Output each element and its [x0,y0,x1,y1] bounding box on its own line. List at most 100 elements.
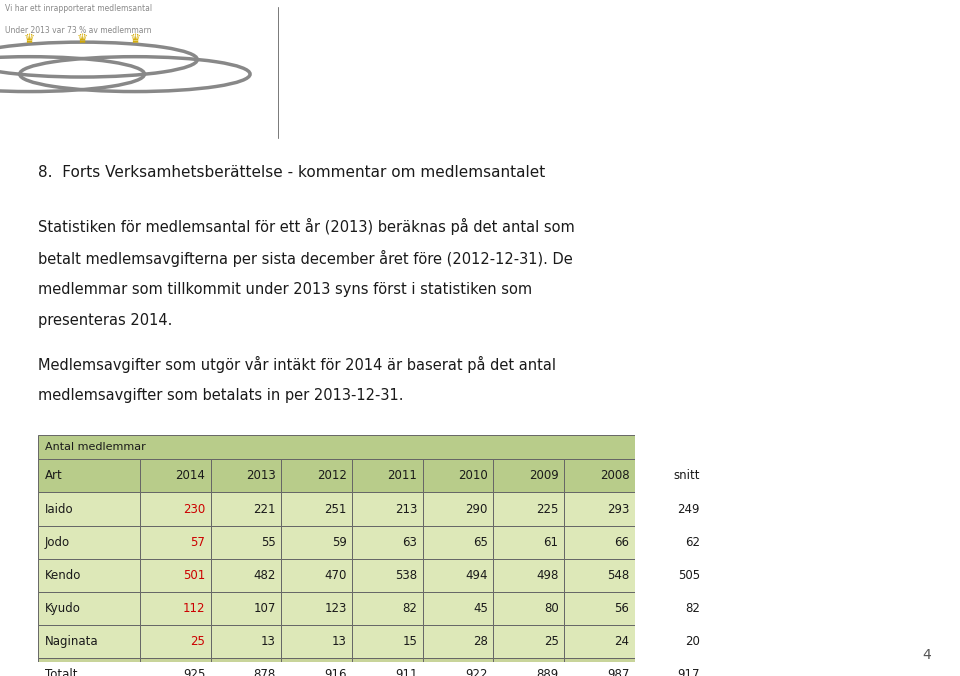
Bar [38,435,635,459]
Bar [38,658,140,676]
Text: 107: 107 [253,602,276,615]
Bar [281,625,352,658]
Bar [564,559,635,592]
Text: 61: 61 [543,535,559,549]
Text: 123: 123 [324,602,347,615]
Bar [635,435,706,459]
Text: 889: 889 [537,669,559,676]
Text: 25: 25 [543,635,559,648]
Bar [140,492,210,526]
Text: 290: 290 [466,502,488,516]
Bar [352,658,422,676]
Bar [493,625,564,658]
Text: 2009: 2009 [529,469,559,483]
Bar [635,625,706,658]
Text: 225: 225 [537,502,559,516]
Bar [352,559,422,592]
Bar [210,625,281,658]
Bar [564,658,635,676]
Text: 45: 45 [473,602,488,615]
Bar [493,526,564,559]
Text: 13: 13 [332,635,347,648]
Text: Kyudo: Kyudo [44,602,81,615]
Bar [493,492,564,526]
Text: 62: 62 [684,535,700,549]
Text: 63: 63 [402,535,418,549]
Text: 56: 56 [614,602,629,615]
Text: medlemsavgifter som betalats in per 2013-12-31.: medlemsavgifter som betalats in per 2013… [38,388,404,403]
Text: 66: 66 [614,535,629,549]
Text: 916: 916 [324,669,347,676]
Text: ♛: ♛ [24,32,35,46]
Bar [564,492,635,526]
Text: 498: 498 [537,569,559,582]
Text: Statistiken för medlemsantal för ett år (2013) beräknas på det antal som: Statistiken för medlemsantal för ett år … [38,218,575,235]
Text: 922: 922 [466,669,488,676]
Text: snitt: snitt [673,469,700,483]
Bar [635,459,706,492]
Text: 501: 501 [183,569,205,582]
Text: medlemmar som tillkommit under 2013 syns först i statistiken som: medlemmar som tillkommit under 2013 syns… [38,282,533,297]
Text: Medlemsavgifter som utgör vår intäkt för 2014 är baserat på det antal: Medlemsavgifter som utgör vår intäkt för… [38,356,557,373]
Text: 221: 221 [253,502,276,516]
Text: 987: 987 [607,669,629,676]
Bar [493,559,564,592]
Text: presenteras 2014.: presenteras 2014. [38,314,173,329]
Bar [281,658,352,676]
Bar [352,526,422,559]
Text: 57: 57 [190,535,205,549]
Bar [38,459,140,492]
Text: 13: 13 [261,635,276,648]
Text: 917: 917 [678,669,700,676]
Bar [210,526,281,559]
Text: 213: 213 [395,502,418,516]
Text: 494: 494 [466,569,488,582]
Text: Iaido: Iaido [44,502,73,516]
Bar [422,592,493,625]
Bar [140,658,210,676]
Bar [422,492,493,526]
Text: 112: 112 [182,602,205,615]
Bar [140,459,210,492]
Bar [38,625,140,658]
Text: 470: 470 [324,569,347,582]
Text: Kendo: Kendo [44,569,81,582]
Bar [422,459,493,492]
Bar [281,559,352,592]
Bar [281,526,352,559]
Text: 80: 80 [544,602,559,615]
Text: Under 2013 var 73 % av medlemmarn: Under 2013 var 73 % av medlemmarn [5,26,152,35]
Bar [281,459,352,492]
Text: 482: 482 [253,569,276,582]
Text: 59: 59 [332,535,347,549]
Text: 2011: 2011 [388,469,418,483]
Bar [422,526,493,559]
Text: 24: 24 [614,635,629,648]
Text: 251: 251 [324,502,347,516]
Text: 230: 230 [183,502,205,516]
Text: 4: 4 [923,648,931,662]
Text: Totalt: Totalt [44,669,77,676]
Text: 925: 925 [183,669,205,676]
Bar [210,592,281,625]
Bar [422,559,493,592]
Text: 82: 82 [685,602,700,615]
Text: 293: 293 [607,502,629,516]
Bar [635,492,706,526]
Text: Vi har ett inrapporterat medlemsantal: Vi har ett inrapporterat medlemsantal [5,4,152,14]
Bar [210,459,281,492]
Text: Art: Art [44,469,62,483]
Text: SVENSKA KENDOFÖRBUNDET: SVENSKA KENDOFÖRBUNDET [4,101,160,111]
Text: betalt medlemsavgifterna per sista december året före (2012-12-31). De: betalt medlemsavgifterna per sista decem… [38,250,573,267]
Bar [564,459,635,492]
Bar [140,526,210,559]
Text: 8.  Forts Verksamhetsberättelse - kommentar om medlemsantalet: 8. Forts Verksamhetsberättelse - komment… [38,165,545,180]
Bar [210,559,281,592]
Text: 82: 82 [402,602,418,615]
Text: 55: 55 [261,535,276,549]
Bar [281,592,352,625]
Text: 20: 20 [685,635,700,648]
Bar [635,592,706,625]
Bar [38,592,140,625]
Text: Naginata: Naginata [44,635,98,648]
